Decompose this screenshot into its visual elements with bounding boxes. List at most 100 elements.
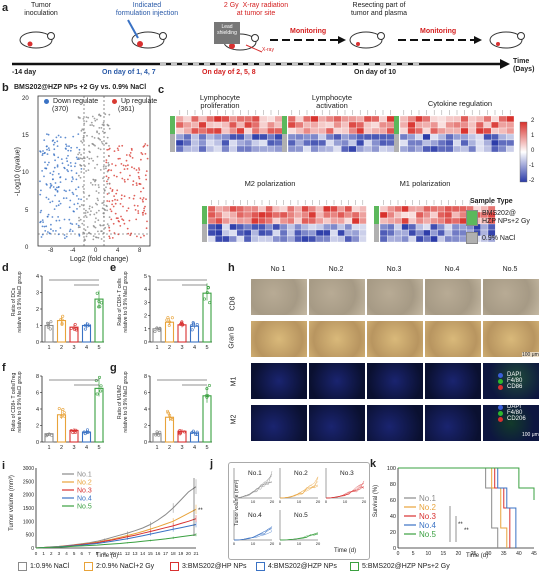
heatmap-cell: [422, 145, 431, 153]
volcano-point: [94, 167, 96, 169]
volcano-point: [94, 179, 97, 182]
mouse-icon-4: [349, 31, 385, 49]
heatmap-cell: [310, 121, 319, 129]
heatmap-cell: [491, 115, 499, 123]
heatmap-cell: [444, 223, 453, 231]
heatmap-cell: [363, 115, 372, 123]
volcano-legend-down: Down regulate: [44, 98, 98, 105]
sample-bar: [374, 224, 379, 230]
volcano-point: [101, 230, 103, 233]
heatmap-cell: [308, 205, 317, 213]
volcano-point: [107, 162, 110, 164]
legend-label: No.4: [77, 496, 92, 503]
volcano-point: [82, 129, 85, 131]
volcano-point: [107, 178, 109, 181]
volcano-point: [123, 195, 126, 198]
heatmap-cell: [279, 217, 288, 225]
heatmap-cell: [258, 217, 266, 225]
volcano-point: [76, 146, 78, 149]
heatmap-cell: [287, 115, 296, 123]
data-point: [205, 291, 209, 295]
heatmap-cell: [399, 121, 408, 129]
volcano-point: [57, 216, 59, 218]
h-row-granb: Gran B: [228, 326, 236, 349]
heatmap-cell: [506, 145, 515, 153]
bar-chart-e: 0 1 2 3 4 5 1 2 3 4 5: [144, 274, 212, 351]
volcano-point: [83, 122, 86, 125]
heatmap-cell: [379, 145, 387, 153]
x-tick-label: 15: [441, 551, 447, 557]
heatmap-cell: [318, 115, 327, 123]
volcano-point: [97, 230, 99, 233]
heatmap-cell: [229, 145, 237, 153]
volcano-point: [41, 233, 44, 236]
heatmap-cell: [506, 121, 515, 129]
y-tick-label: 0: [393, 546, 396, 552]
heatmap-top-row: [170, 110, 515, 153]
sample-bar: [374, 212, 379, 218]
sample-bar: [374, 218, 379, 224]
x-tick-label: 12: [125, 551, 131, 556]
panel-b-label: b: [2, 82, 9, 94]
volcano-point: [82, 117, 85, 120]
heatmap-cell: [213, 121, 222, 129]
volcano-point: [84, 229, 87, 232]
volcano-point: [97, 137, 100, 139]
heatmap-cell: [259, 127, 268, 135]
volcano-point: [50, 184, 53, 187]
heatmap-cell: [444, 235, 453, 243]
volcano-point: [93, 117, 96, 120]
mini-x-tick: 20: [270, 541, 275, 546]
histology-image: [308, 278, 366, 316]
volcano-point: [108, 182, 111, 185]
heatmap-cell: [394, 217, 402, 225]
heatmap-cell: [287, 211, 295, 219]
heatmap-cell: [423, 235, 431, 243]
heatmap-cell: [229, 115, 237, 123]
data-point: [83, 432, 87, 436]
volcano-point: [106, 223, 109, 226]
histology-image: [250, 404, 308, 442]
volcano-point: [113, 174, 116, 177]
data-point: [166, 411, 170, 415]
volcano-point: [108, 192, 110, 194]
heatmap-cell: [267, 127, 275, 135]
heatmap-cell: [363, 139, 372, 147]
data-point: [190, 324, 194, 328]
heatmap-cell: [318, 127, 327, 135]
volcano-point: [55, 230, 57, 232]
volcano-point: [97, 219, 100, 222]
histology-image: [250, 320, 308, 358]
heatmap-cell: [498, 139, 507, 147]
heatmap-cell: [229, 205, 237, 213]
volcano-point: [97, 147, 100, 150]
heatmap-cell: [491, 145, 499, 153]
volcano-point: [72, 178, 74, 180]
volcano-frame: [37, 95, 151, 247]
x-tick-label: 1: [155, 445, 158, 451]
heatmap-cell: [301, 229, 309, 237]
panel-a-timeline: [12, 19, 525, 69]
legend-label: No.3: [77, 488, 92, 495]
heatmap-cell: [415, 223, 424, 231]
heatmap-cell: [423, 217, 431, 225]
heatmap-cell: [265, 235, 273, 243]
volcano-point: [73, 203, 76, 206]
data-point: [62, 414, 66, 418]
volcano-point: [41, 219, 44, 221]
volcano-point: [47, 198, 50, 200]
volcano-point: [57, 233, 60, 236]
volcano-point: [78, 233, 81, 236]
volcano-point: [96, 163, 99, 166]
x-tick-label: 10: [110, 551, 116, 556]
heatmap-cell: [363, 121, 372, 129]
volcano-point: [45, 167, 48, 170]
heatmap-cell: [453, 115, 461, 123]
heatmap-cell: [251, 145, 260, 153]
volcano-point: [108, 155, 110, 157]
volcano-point: [47, 213, 50, 216]
heatmap-cell: [330, 217, 338, 225]
data-point: [206, 285, 210, 289]
heatmap-cell: [498, 121, 507, 129]
heatmap-cell: [491, 133, 499, 141]
